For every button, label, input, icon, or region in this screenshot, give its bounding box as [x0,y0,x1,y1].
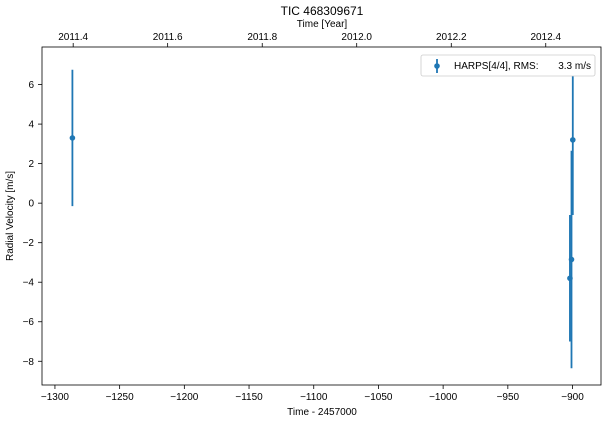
top-x-tick-label: 2011.4 [58,32,88,43]
y-axis-label: Radial Velocity [m/s] [5,171,16,261]
x-tick-label: −1250 [106,392,135,403]
x-tick-label: −900 [561,392,584,403]
plot-frame [41,46,602,386]
x-tick-label: −1100 [300,392,328,403]
top-x-tick-label: 2011.8 [247,32,277,43]
data-points [69,64,576,369]
chart-title: TIC 468309671 [281,4,364,18]
y-axis-ticks: −8 −6 −4 −2 0 2 4 6 [23,80,42,368]
y-tick-label: 6 [28,80,34,91]
top-x-tick-label: 2011.6 [153,32,183,43]
x-axis-label: Time - 2457000 [287,407,357,418]
legend-series-name: HARPS[4/4], RMS: [454,61,538,72]
top-x-axis-label: Time [Year] [297,19,348,30]
x-tick-label: −1000 [429,392,458,403]
x-tick-label: −1300 [41,392,70,403]
y-tick-label: 2 [28,159,34,170]
top-x-axis-ticks: 2011.4 2011.6 2011.8 2012.0 2012.2 2012.4 [58,32,561,47]
y-tick-label: −6 [23,317,35,328]
x-tick-label: −950 [497,392,520,403]
y-tick-label: −8 [23,357,35,368]
y-tick-label: −4 [23,278,35,289]
data-point [569,137,576,143]
legend-box [420,54,596,77]
top-x-tick-label: 2012.2 [436,32,467,43]
top-x-tick-label: 2012.4 [530,32,561,43]
x-axis-ticks: −1300 −1250 −1200 −1150 −1100 −1050 −1000 −950 −… [41,385,584,403]
data-point [568,256,575,263]
y-tick-label: 4 [28,120,34,131]
x-tick-label: −1050 [364,392,393,403]
x-tick-label: −1200 [170,392,199,403]
y-tick-label: 0 [28,199,34,210]
legend-rms-value: 3.3 m/s [558,61,591,72]
top-x-tick-label: 2012.0 [341,32,372,43]
legend-marker [434,59,440,73]
y-tick-label: −2 [23,238,35,249]
x-tick-label: −1150 [235,392,263,403]
data-point [69,135,76,141]
legend-point [434,63,440,69]
legend: HARPS[4/4], RMS: 3.3 m/s [420,54,596,77]
